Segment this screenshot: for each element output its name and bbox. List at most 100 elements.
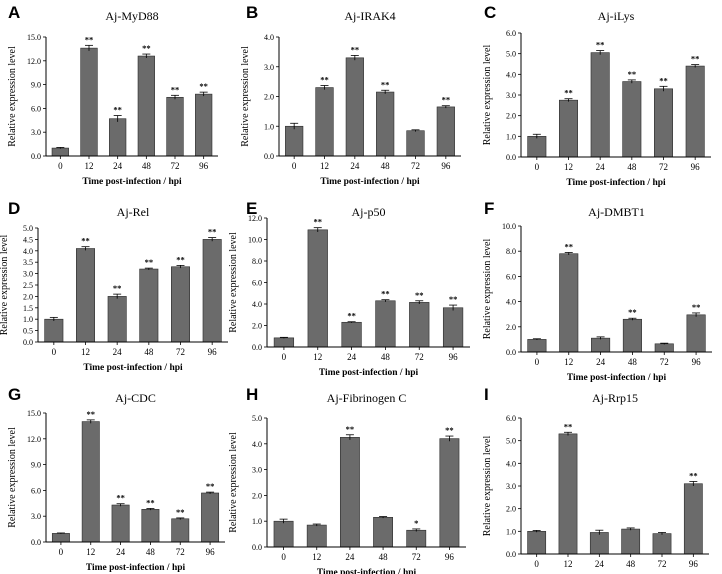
- y-tick-label: 3.5: [23, 258, 33, 267]
- y-tick-label: 12.0: [27, 435, 41, 444]
- y-tick-label: 3.0: [252, 466, 262, 475]
- x-tick-label: 0: [281, 552, 286, 562]
- y-tick-label: 3.0: [23, 270, 33, 279]
- x-tick-label: 24: [347, 352, 357, 362]
- panel-letter: A: [8, 3, 20, 22]
- significance-label: **: [442, 95, 451, 105]
- significance-label: **: [176, 254, 185, 264]
- x-tick-label: 12: [564, 162, 573, 172]
- bar: [166, 96, 184, 157]
- y-tick-label: 5.0: [506, 437, 516, 446]
- bar: [339, 437, 360, 548]
- bar: [409, 302, 430, 348]
- y-tick-label: 1.0: [264, 122, 274, 131]
- bar: [81, 421, 100, 543]
- x-tick-label: 96: [441, 161, 451, 171]
- x-tick-label: 0: [292, 161, 297, 171]
- y-tick-label: 6.0: [31, 486, 41, 495]
- significance-label: **: [142, 43, 151, 53]
- x-tick-label: 0: [59, 547, 64, 557]
- x-tick-label: 72: [412, 552, 421, 562]
- bar: [44, 318, 64, 343]
- y-tick-label: 12.0: [248, 214, 262, 223]
- x-tick-label: 48: [381, 352, 391, 362]
- chart-title: Aj-Rrp15: [592, 391, 638, 405]
- y-tick-label: 15.0: [27, 409, 41, 418]
- chart-title: Aj-CDC: [115, 391, 156, 405]
- bar: [527, 531, 547, 555]
- bar: [622, 81, 642, 158]
- significance-label: **: [146, 497, 155, 507]
- x-tick-label: 72: [176, 347, 185, 357]
- panel-letter: B: [246, 3, 258, 22]
- significance-label: **: [691, 54, 700, 64]
- y-tick-label: 3.0: [506, 91, 516, 100]
- bar: [442, 307, 464, 348]
- panel-letter: H: [246, 385, 258, 404]
- chart-panel-g: G Aj-CDC Relative expression level Time pos…: [7, 385, 225, 573]
- panel-letter: D: [8, 199, 20, 218]
- x-tick-label: 24: [345, 552, 355, 562]
- y-tick-label: 2.0: [23, 292, 33, 301]
- significance-label: *: [414, 518, 418, 528]
- y-tick-label: 0.0: [506, 348, 516, 357]
- bar: [195, 93, 213, 157]
- x-tick-label: 48: [626, 559, 636, 569]
- x-tick-label: 24: [116, 547, 126, 557]
- bar: [171, 266, 190, 343]
- y-axis-label: Relative expression level: [228, 432, 239, 533]
- x-tick-label: 72: [411, 161, 420, 171]
- significance-label: **: [689, 470, 698, 480]
- significance-label: **: [659, 75, 668, 85]
- significance-label: **: [565, 241, 574, 251]
- y-tick-label: 4.5: [23, 235, 33, 244]
- panel-letter: F: [484, 199, 494, 218]
- panel-letter: C: [484, 3, 496, 22]
- y-axis-label: Relative expression level: [240, 46, 251, 147]
- chart-panel-a: A Aj-MyD88 Relative expression level Time p…: [7, 3, 218, 187]
- bar: [559, 253, 579, 353]
- significance-label: **: [381, 289, 390, 299]
- chart-title: Aj-DMBT1: [588, 205, 645, 219]
- y-tick-label: 0.0: [31, 152, 41, 161]
- bar: [307, 229, 328, 348]
- y-tick-label: 2.0: [506, 505, 516, 514]
- x-tick-label: 12: [86, 547, 95, 557]
- y-tick-label: 2.5: [23, 281, 33, 290]
- bar: [654, 343, 674, 353]
- y-tick-label: 2.0: [252, 491, 262, 500]
- x-tick-label: 0: [282, 352, 287, 362]
- chart-panel-h: H Aj-Fibrinogen C Relative expression leve…: [228, 385, 466, 574]
- y-axis-label: Relative expression level: [7, 427, 18, 528]
- significance-label: **: [351, 44, 360, 54]
- x-tick-label: 96: [691, 162, 701, 172]
- panel-letter: I: [484, 385, 489, 404]
- x-tick-label: 96: [445, 552, 455, 562]
- significance-label: **: [314, 217, 323, 227]
- y-axis-label: Relative expression level: [482, 436, 493, 537]
- x-tick-label: 96: [199, 161, 209, 171]
- y-tick-label: 5.0: [252, 414, 262, 423]
- significance-label: **: [116, 493, 125, 503]
- bar: [621, 528, 641, 555]
- x-tick-label: 24: [596, 357, 606, 367]
- bar: [201, 492, 220, 543]
- x-tick-label: 24: [596, 162, 606, 172]
- y-tick-label: 3.0: [31, 512, 41, 521]
- bar: [109, 118, 127, 157]
- chart-panel-c: C Aj-iLys Relative expression level Time po…: [482, 3, 711, 188]
- x-tick-label: 12: [313, 352, 322, 362]
- chart-title: Aj-iLys: [598, 9, 635, 23]
- x-tick-label: 0: [52, 347, 57, 357]
- bar: [375, 300, 396, 348]
- x-tick-label: 96: [206, 547, 216, 557]
- y-tick-label: 9.0: [31, 461, 41, 470]
- bar: [285, 125, 304, 157]
- y-axis-label: Relative expression level: [0, 235, 10, 336]
- significance-label: **: [628, 69, 637, 79]
- x-tick-label: 0: [535, 162, 540, 172]
- y-tick-label: 15.0: [27, 33, 41, 42]
- y-tick-label: 10.0: [502, 222, 516, 231]
- y-axis-label: Relative expression level: [228, 232, 239, 333]
